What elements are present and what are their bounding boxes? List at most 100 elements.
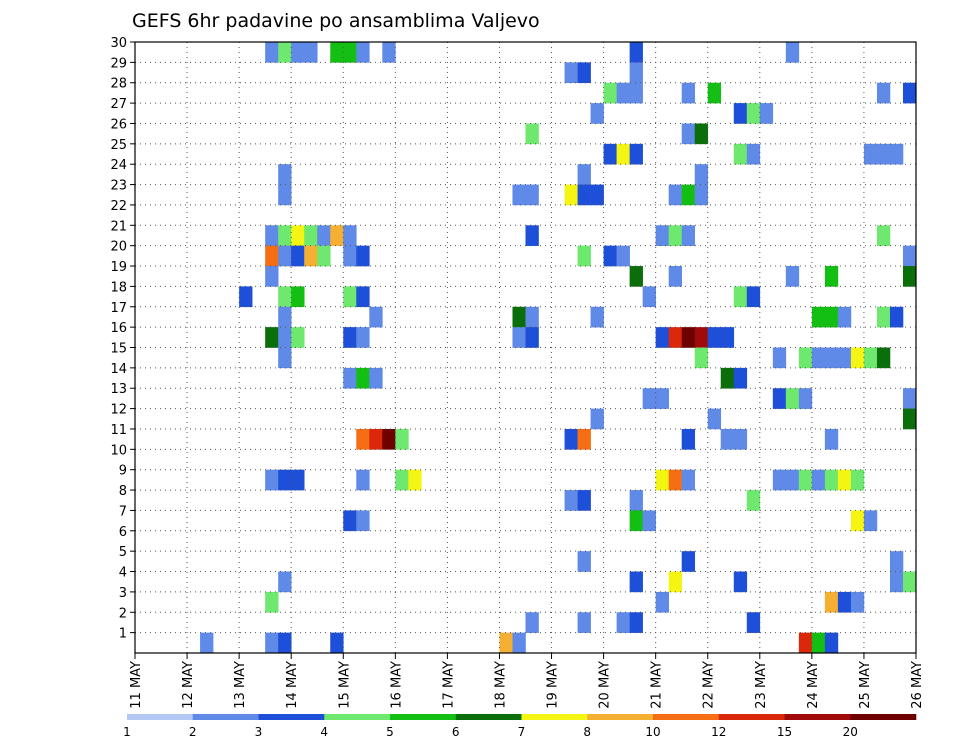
heatmap-cell <box>616 245 630 267</box>
colorbar-legend: 1 2 3 4 5 6 7 8 10 12 15 20 <box>123 714 917 739</box>
heatmap-cell <box>278 184 292 206</box>
heatmap-cell <box>616 143 630 165</box>
heatmap-cell <box>278 245 292 267</box>
x-tick-label: 23 MAY <box>754 661 769 709</box>
y-tick-label: 5 <box>119 545 127 560</box>
heatmap-cell <box>668 327 682 348</box>
heatmap-cell <box>629 266 643 287</box>
heatmap-cell <box>772 347 787 369</box>
heatmap-cell <box>733 286 748 308</box>
heatmap-cell <box>278 327 292 348</box>
heatmap-cell <box>304 245 318 267</box>
heatmap-cell <box>265 42 279 63</box>
heatmap-cell <box>343 225 357 246</box>
heatmap-cell <box>759 103 774 124</box>
heatmap-cell <box>330 42 344 63</box>
heatmap-cell <box>408 469 422 491</box>
colorbar-label: 4 <box>320 725 328 739</box>
heatmap-cell <box>343 367 357 389</box>
heatmap-cell <box>655 225 669 246</box>
heatmap-cell <box>369 367 383 389</box>
y-tick-label: 26 <box>110 117 127 132</box>
heatmap-cell <box>798 469 813 491</box>
heatmap-cell <box>343 42 357 63</box>
heatmap-cell <box>707 327 722 348</box>
y-tick-label: 25 <box>110 138 127 153</box>
heatmap-cell <box>577 612 591 633</box>
heatmap-cell <box>785 388 800 409</box>
heatmap-cells <box>200 42 917 654</box>
heatmap-cell <box>382 428 396 450</box>
heatmap-cell <box>356 428 370 450</box>
heatmap-cell <box>564 62 578 84</box>
y-tick-label: 24 <box>110 158 127 173</box>
heatmap-cell <box>265 327 279 348</box>
x-tick-label: 15 MAY <box>337 661 352 709</box>
x-tick-label: 22 MAY <box>702 661 717 709</box>
x-tick-label: 16 MAY <box>389 661 404 709</box>
heatmap-cell <box>525 225 539 246</box>
heatmap-cell <box>278 306 292 328</box>
x-tick-label: 20 MAY <box>598 661 613 709</box>
heatmap-cell <box>512 306 526 328</box>
heatmap-cell <box>356 510 370 532</box>
heatmap-cell <box>889 571 904 593</box>
heatmap-cell <box>811 469 826 491</box>
heatmap-cell <box>512 327 526 348</box>
y-tick-label: 27 <box>110 97 127 112</box>
heatmap-cell <box>863 143 878 165</box>
y-tick-label: 12 <box>110 403 127 418</box>
colorbar-swatch <box>784 714 851 720</box>
heatmap-cell <box>369 428 383 450</box>
heatmap-cell <box>876 82 891 104</box>
heatmap-cell <box>733 428 748 450</box>
heatmap-cell <box>629 62 643 84</box>
heatmap-cell <box>512 184 526 206</box>
heatmap-cell <box>707 408 722 430</box>
colorbar-swatch <box>587 714 654 720</box>
heatmap-cell <box>824 632 839 654</box>
heatmap-cell <box>395 428 409 450</box>
heatmap-cell <box>837 347 852 369</box>
heatmap-cell <box>577 164 591 185</box>
x-tick-label: 19 MAY <box>546 661 561 709</box>
heatmap-cell <box>824 469 839 491</box>
x-axis: 11 MAY 12 MAY 13 MAY 14 MAY 15 MAY 16 MAY 17 M… <box>129 653 925 709</box>
y-tick-label: 23 <box>110 179 127 194</box>
y-tick-label: 22 <box>110 199 127 214</box>
heatmap-cell <box>850 347 865 369</box>
heatmap-cell <box>265 469 279 491</box>
heatmap-cell <box>889 306 904 328</box>
heatmap-cell <box>668 571 682 593</box>
x-tick-label: 21 MAY <box>650 661 665 709</box>
colorbar-swatch <box>653 714 720 720</box>
heatmap-cell <box>863 510 878 532</box>
colorbar-swatch <box>850 714 917 720</box>
y-tick-label: 19 <box>110 260 127 275</box>
heatmap-cell <box>356 245 370 267</box>
x-tick-label: 24 MAY <box>806 661 821 709</box>
colorbar-swatch <box>718 714 785 720</box>
colorbar-label: 2 <box>189 725 197 739</box>
heatmap-cell <box>720 367 735 389</box>
heatmap-cell <box>902 266 917 287</box>
y-tick-label: 2 <box>119 606 127 621</box>
heatmap-cell <box>356 469 370 491</box>
heatmap-cell <box>499 632 513 654</box>
heatmap-cell <box>889 551 904 572</box>
heatmap-cell <box>668 184 682 206</box>
heatmap-cell <box>811 306 826 328</box>
heatmap-cell <box>798 347 813 369</box>
heatmap-cell <box>681 551 696 572</box>
y-tick-label: 17 <box>110 301 127 316</box>
heatmap-cell <box>694 164 709 185</box>
heatmap-cell <box>291 286 305 308</box>
heatmap-cell <box>525 123 539 145</box>
heatmap-cell <box>356 42 370 63</box>
heatmap-cell <box>603 143 617 165</box>
colorbar-label: 5 <box>386 725 394 739</box>
colorbar-label: 12 <box>711 725 726 739</box>
heatmap-cell <box>382 42 396 63</box>
heatmap-cell <box>577 62 591 84</box>
